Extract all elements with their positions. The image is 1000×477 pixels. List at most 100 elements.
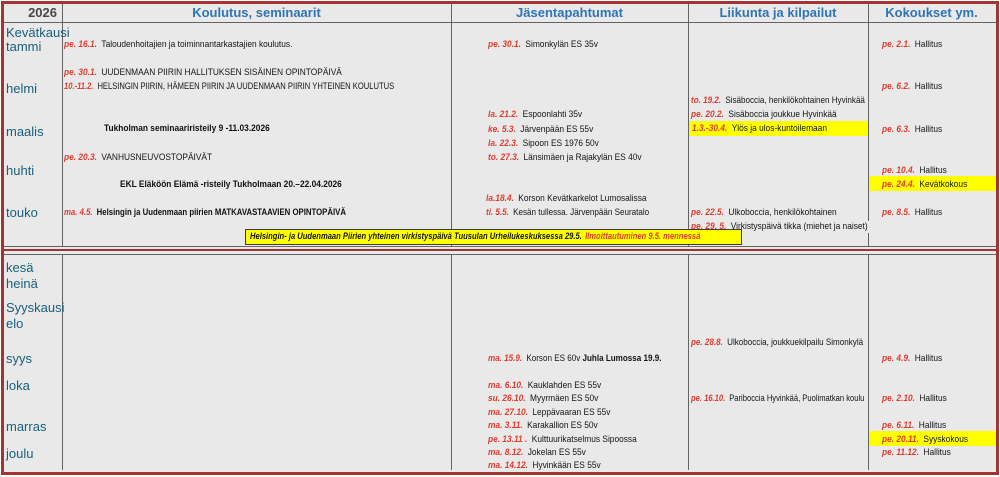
section-divider-red: [2, 249, 998, 251]
event-syys-jasen: ma. 15.9. Korson ES 60v Juhla Lumossa 19.…: [488, 353, 661, 365]
event-joulu-jasen-1: ma. 8.12. Jokelan ES 55v: [488, 447, 586, 459]
header-divider: [4, 22, 996, 23]
event-joulu-jasen-2: ma. 14.12. Hyvinkään ES 55v: [488, 460, 601, 472]
event-date: ma. 4.5.: [64, 207, 93, 218]
column-divider: [451, 255, 452, 470]
event-text: Länsimäen ja Rajakylän ES 40v: [523, 152, 642, 163]
event-text: Hallitus: [918, 420, 947, 431]
event-date: ma. 6.10.: [488, 380, 524, 391]
event-marras-syyskokous: pe. 20.11. Syyskokous: [882, 434, 968, 446]
column-divider: [868, 4, 869, 247]
event-tammi-koulutus: pe. 16.1. Taloudenhoitajien ja toiminnant…: [64, 39, 292, 51]
column-divider: [62, 4, 63, 247]
event-marras-jasen-2: pe. 13.11 . Kulttuurikatselmus Sipoossa: [488, 434, 637, 446]
event-joulu-kokous: pe. 11.12. Hallitus: [882, 447, 951, 459]
event-text: Espoonlahti 35v: [522, 109, 583, 120]
event-text: Ulkoboccia, henkilökohtainen: [728, 207, 837, 218]
month-label-helmi: helmi: [6, 81, 38, 96]
event-date: pe. 16.1.: [64, 39, 97, 50]
event-text: Hallitus: [914, 124, 943, 135]
event-text: Hyvinkään ES 55v: [532, 460, 601, 471]
event-marras-kokous-1: pe. 6.11. Hallitus: [882, 420, 946, 432]
event-text: UUDENMAAN PIIRIN HALLITUKSEN SISÄINEN OP…: [101, 67, 342, 78]
event-date: pe. 20.3.: [64, 152, 97, 163]
event-text: Taloudenhoitajien ja toiminnantarkastaji…: [101, 39, 293, 50]
column-divider: [688, 4, 689, 247]
event-text: Pariboccia Hyvinkää, Puolimatkan koulu: [729, 393, 865, 404]
event-huhti-kevatkokous: pe. 24.4. Kevätkokous: [882, 179, 967, 191]
event-helmi-kokous: pe. 6.2. Hallitus: [882, 81, 942, 93]
event-text: Sisäboccia, henkilökohtainen Hyvinkää: [725, 95, 865, 106]
event-date: to. 19.2.: [691, 95, 722, 106]
event-date: pe. 20.11.: [882, 434, 920, 445]
event-date: to. 27.3.: [488, 152, 520, 163]
event-helmi-koulutus-2: 10.-11.2. HELSINGIN PIIRIN, HÄMEEN PIIRIN…: [64, 81, 394, 93]
event-helmi-liikunta-2: pe. 20.2. Sisäboccia joukkue Hyvinkää: [691, 109, 837, 121]
month-label-marras: marras: [6, 419, 47, 434]
event-text: Sisäboccia joukkue Hyvinkää: [728, 109, 837, 120]
event-text: VANHUSNEUVOSTOPÄIVÄT: [101, 152, 213, 163]
event-date: pe. 22.5.: [691, 207, 724, 218]
month-label-loka: loka: [6, 378, 30, 393]
event-date: pe. 6.11.: [882, 420, 915, 431]
event-date: ma. 14.12.: [488, 460, 528, 471]
event-maalis-risteily: Tukholman seminaariristeily 9 -11.03.202…: [104, 123, 270, 135]
banner-deadline: Ilmoittautuminen 9.5. mennessä: [585, 231, 701, 242]
event-date: pe. 6.3.: [882, 124, 911, 135]
event-date: pe. 29. 5.: [691, 221, 727, 232]
event-maalis-jasen-1: ke. 5.3. Järvenpään ES 55v: [488, 124, 593, 136]
event-date: pe. 8.5.: [882, 207, 911, 218]
event-date: ti. 5.5.: [486, 207, 509, 218]
event-text: Hallitus: [914, 353, 943, 364]
event-text: Kauklahden ES 55v: [527, 380, 602, 391]
event-touko-jasen: ti. 5.5. Kesän tullessa. Järvenpään Seura…: [486, 207, 649, 219]
season-label-autumn: Syyskausi: [6, 300, 65, 315]
event-date: pe. 13.11 .: [488, 434, 528, 445]
event-date: ma. 3.11.: [488, 420, 523, 431]
column-header-koulutus: Koulutus, seminaarit: [192, 5, 321, 20]
event-date: pe. 30.1.: [488, 39, 521, 50]
event-date: ke. 5.3.: [488, 124, 516, 135]
highlight-ylos-ja-ulos: [689, 121, 868, 136]
event-date: pe. 20.2.: [691, 109, 724, 120]
month-label-syys: syys: [6, 351, 32, 366]
event-text: Simonkylän ES 35v: [525, 39, 598, 50]
month-label-touko: touko: [6, 205, 38, 220]
column-header-jasentapahtumat: Jäsentapahtumat: [516, 5, 623, 20]
event-text: Hallitus: [919, 165, 947, 176]
event-text-bold: Juhla Lumossa 19.9.: [582, 353, 662, 364]
event-loka-kokous: pe. 2.10. Hallitus: [882, 393, 947, 405]
event-helmi-koulutus-1: pe. 30.1. UUDENMAAN PIIRIN HALLITUKSEN SI…: [64, 67, 342, 79]
highlight-syyskokous: [869, 431, 996, 446]
event-text: Hallitus: [914, 39, 943, 50]
month-label-elo: elo: [6, 316, 24, 331]
event-text: Kulttuurikatselmus Sipoossa: [531, 434, 637, 445]
event-maalis-jasen-3: to. 27.3. Länsimäen ja Rajakylän ES 40v: [488, 152, 642, 164]
event-marras-jasen-1: ma. 3.11. Karakallion ES 50v: [488, 420, 598, 432]
month-label-heina: heinä: [6, 276, 38, 291]
event-text: Leppävaaran ES 55v: [532, 407, 611, 418]
month-label-joulu: joulu: [6, 446, 34, 461]
event-touko-koulutus: ma. 4.5. Helsingin ja Uudenmaan piirien M…: [64, 207, 346, 219]
event-date: su. 26.10.: [488, 393, 526, 404]
event-text: EKL Eläköön Elämä -risteily Tukholmaan 2…: [120, 179, 342, 190]
event-loka-jasen-3: ma. 27.10. Leppävaaran ES 55v: [488, 407, 610, 419]
event-text: Korson Kevätkarkelot Lumosalissa: [518, 193, 647, 204]
event-helmi-liikunta-1: to. 19.2. Sisäboccia, henkilökohtainen Hy…: [691, 95, 868, 107]
event-maalis-jasen-2: la. 22.3. Sipoon ES 1976 50v: [488, 138, 599, 150]
event-text: Syyskokous: [923, 434, 969, 445]
column-divider: [62, 255, 63, 470]
event-loka-jasen-2: su. 26.10. Myyrmäen ES 50v: [488, 393, 598, 405]
event-date: pe. 11.12.: [882, 447, 920, 458]
banner-text-wrap: Helsingin- ja Uudenmaan Piirien yhteinen…: [250, 230, 700, 243]
event-helmi-jasen: la. 21.2. Espoonlahti 35v: [488, 109, 582, 121]
event-touko-liikunta-1: pe. 22.5. Ulkoboccia, henkilökohtainen: [691, 207, 837, 219]
column-header-kokoukset: Kokoukset ym.: [885, 5, 978, 20]
banner-text: Helsingin- ja Uudenmaan Piirien yhteinen…: [250, 231, 582, 242]
event-text: Tukholman seminaariristeily 9 -11.03.202…: [104, 123, 270, 134]
event-text: Kesän tullessa. Järvenpään Seuratalo: [513, 207, 650, 218]
event-text: Virkistyspäivä tikka (miehet ja naiset): [730, 221, 868, 232]
column-divider: [688, 255, 689, 470]
column-divider: [868, 255, 869, 470]
